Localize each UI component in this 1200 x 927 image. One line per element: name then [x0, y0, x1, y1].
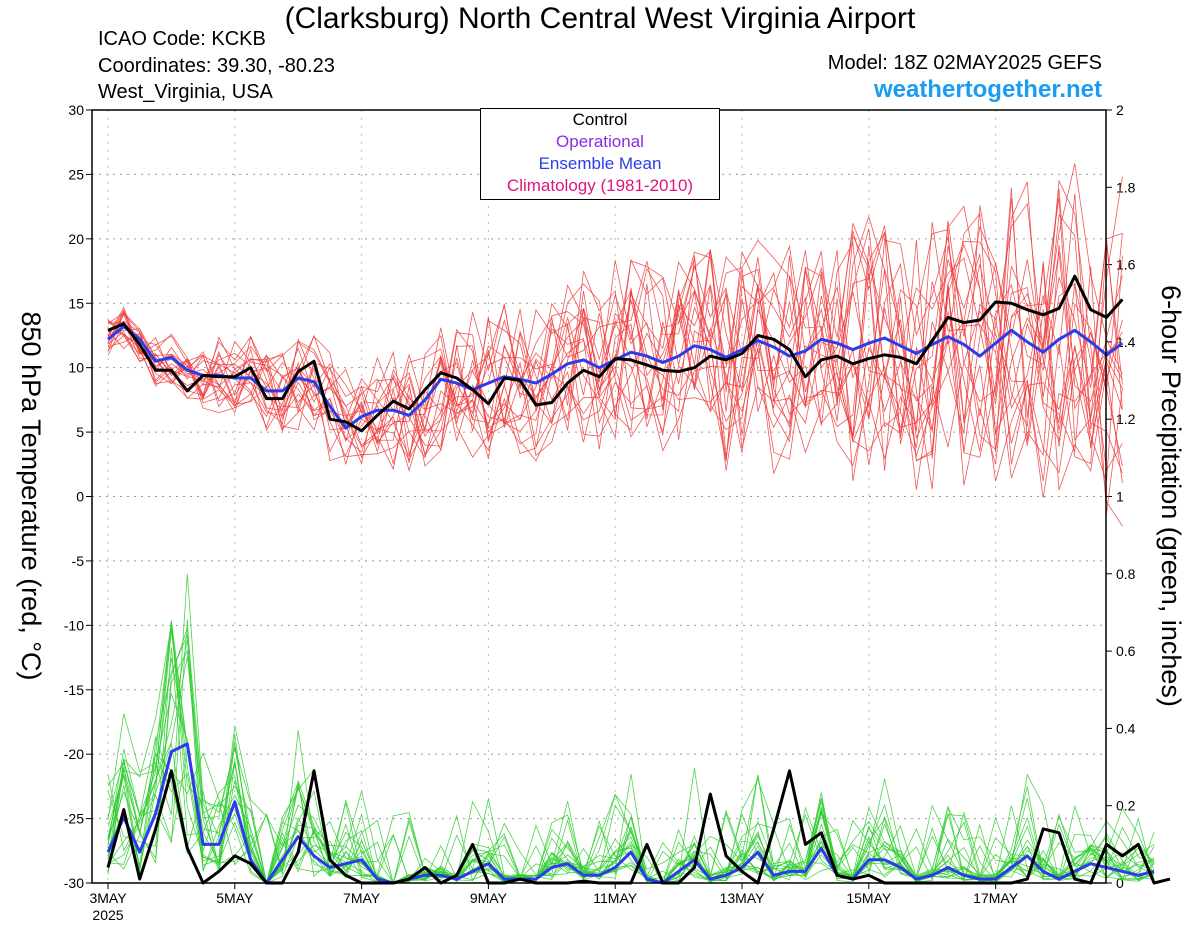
temp-control-line [107, 274, 1124, 433]
y2-tick-label: 2 [1116, 102, 1124, 118]
y-axis-label: 850 hPa Temperature (red, °C) [16, 312, 46, 681]
y-tick-label: 30 [68, 102, 84, 118]
precip-member-line [107, 649, 1155, 885]
x-tick-label: 9MAY [470, 890, 508, 906]
legend-climatology: Climatology (1981-2010) [506, 176, 694, 195]
temp-member-line [107, 205, 1123, 472]
y2-tick-label: 1.6 [1116, 257, 1136, 273]
y-tick-label: 5 [76, 424, 84, 440]
y-tick-label: 0 [76, 489, 84, 505]
x-tick-label: 15MAY [846, 890, 892, 906]
temp-member-line [107, 240, 1123, 482]
chart-title: (Clarksburg) North Central West Virginia… [284, 2, 916, 35]
y2-tick-label: 0.8 [1116, 566, 1136, 582]
y2-axis-label: 6-hour Precipitation (green, inches) [1156, 285, 1186, 707]
precip-member-line [107, 635, 1155, 884]
y-tick-label: -10 [64, 617, 84, 633]
legend-control: Control [572, 110, 628, 129]
precip-member-line [107, 639, 1155, 884]
legend-operational: Operational [556, 132, 644, 151]
y-tick-label: 15 [68, 295, 84, 311]
x-tick-label: 3MAY [89, 890, 127, 906]
temp-member-line [107, 181, 1123, 514]
site-name: weathertogether.net [873, 76, 1102, 103]
temp-member-line [107, 205, 1123, 466]
y2-tick-label: 1.2 [1116, 411, 1136, 427]
coordinates: Coordinates: 39.30, -80.23 [98, 55, 335, 77]
y2-tick-label: 0.4 [1116, 720, 1136, 736]
precip-member-line [107, 752, 1155, 884]
temp-member-line [107, 244, 1123, 479]
x-tick-label: 5MAY [216, 890, 254, 906]
y2-tick-label: 0.6 [1116, 643, 1136, 659]
temp-member-line [107, 176, 1123, 460]
y-tick-label: 10 [68, 360, 84, 376]
y2-tick-label: 0.2 [1116, 798, 1136, 814]
model-run: Model: 18Z 02MAY2025 GEFS [827, 52, 1102, 74]
temp-member-line [107, 193, 1123, 490]
y-tick-label: 25 [68, 166, 84, 182]
region: West_Virginia, USA [98, 81, 273, 103]
temp-member-line [107, 236, 1123, 458]
y2-tick-label: 1.8 [1116, 179, 1136, 195]
precip-ensemble-mean-line [106, 742, 1155, 885]
precip-member-line [107, 750, 1155, 884]
temp-member-line [107, 163, 1123, 453]
y-tick-label: -15 [64, 682, 84, 698]
y-tick-label: -5 [72, 553, 85, 569]
x-tick-sublabel: 2025 [92, 907, 123, 923]
y2-tick-label: 1 [1116, 489, 1124, 505]
x-tick-label: 7MAY [343, 890, 381, 906]
legend-ensemble-mean: Ensemble Mean [538, 154, 662, 173]
y-tick-label: -30 [64, 875, 84, 891]
x-tick-label: 11MAY [593, 890, 637, 906]
y-tick-label: -25 [64, 811, 84, 827]
y2-tick-label: 0 [1116, 875, 1124, 891]
y-tick-label: 20 [68, 231, 84, 247]
legend: Control Operational Ensemble Mean Climat… [480, 108, 720, 200]
icao-code: ICAO Code: KCKB [98, 28, 266, 50]
x-tick-label: 17MAY [973, 890, 1019, 906]
y-tick-label: -20 [64, 746, 84, 762]
x-tick-label: 13MAY [720, 890, 766, 906]
